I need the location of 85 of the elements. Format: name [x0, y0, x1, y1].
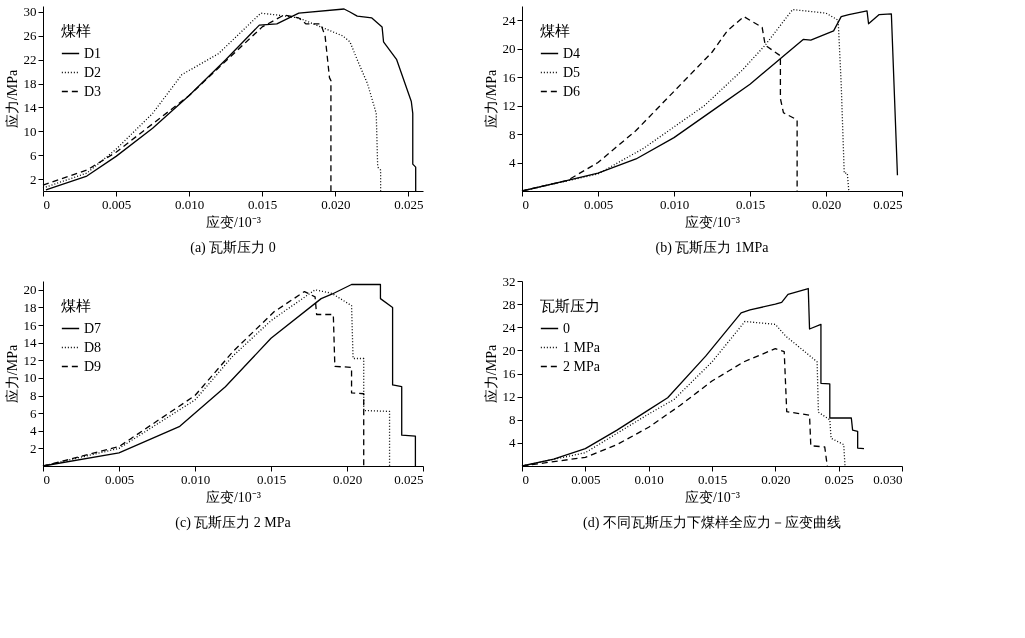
- y-axis-title: 应力/MPa: [4, 69, 20, 129]
- x-tick-label: 0: [522, 196, 529, 212]
- y-axis-title: 应力/MPa: [4, 344, 20, 404]
- y-tick-label: 12: [502, 389, 516, 405]
- x-tick-label: 0.005: [571, 471, 601, 487]
- y-tick-label: 8: [30, 388, 37, 404]
- legend-label: D5: [563, 64, 581, 80]
- x-axis-title: 应变/10⁻³: [205, 489, 262, 505]
- y-tick-label: 10: [23, 370, 37, 386]
- text: (b) 瓦斯压力 1MPa: [655, 240, 770, 256]
- legend-label: 0: [563, 320, 570, 336]
- x-axis-title: 应变/10⁻³: [684, 214, 741, 230]
- y-tick-label: 10: [23, 123, 37, 139]
- x-tick-label: 0.025: [394, 471, 424, 487]
- x-tick-label: 0.025: [824, 471, 854, 487]
- y-tick-label: 30: [23, 4, 37, 20]
- y-axis-title: 应力/MPa: [483, 69, 499, 129]
- y-tick-label: 16: [502, 366, 516, 381]
- y-tick-label: 22: [23, 52, 37, 68]
- y-tick-label: 24: [502, 12, 516, 28]
- x-tick-label: 0.010: [659, 196, 690, 212]
- y-tick-label: 16: [502, 69, 516, 85]
- legend-label: D9: [84, 358, 102, 374]
- y-tick-label: 6: [30, 147, 37, 163]
- y-tick-label: 4: [509, 435, 516, 451]
- text: (c) 瓦斯压力 2 MPa: [175, 515, 292, 531]
- x-tick-label: 0.030: [873, 471, 903, 487]
- x-tick-label: 0.015: [697, 471, 728, 487]
- x-tick-label: 0.020: [761, 471, 791, 487]
- x-tick-label: 0.020: [321, 196, 351, 212]
- y-tick-label: 4: [509, 155, 516, 171]
- x-tick-label: 0.010: [175, 196, 205, 212]
- x-tick-label: 0.020: [332, 471, 363, 487]
- text: (a) 瓦斯压力 0: [190, 240, 276, 256]
- x-tick-label: 0.005: [104, 471, 135, 487]
- y-tick-label: 24: [502, 319, 516, 335]
- legend-title: 煤样: [61, 23, 91, 39]
- x-tick-label: 0.010: [180, 471, 211, 487]
- legend-label: D8: [84, 339, 102, 355]
- y-tick-label: 12: [502, 98, 516, 114]
- x-tick-label: 0.025: [873, 196, 903, 212]
- x-tick-label: 0.020: [811, 196, 842, 212]
- y-tick-label: 20: [502, 41, 516, 57]
- legend-label: D4: [563, 45, 581, 61]
- y-tick-label: 6: [30, 405, 37, 421]
- y-axis-title: 应力/MPa: [483, 344, 499, 404]
- legend-label: 1 MPa: [563, 339, 601, 355]
- x-tick-label: 0: [43, 471, 50, 487]
- x-tick-label: 0.025: [394, 196, 424, 212]
- y-tick-label: 18: [23, 76, 37, 92]
- y-tick-label: 14: [23, 335, 37, 351]
- y-tick-label: 2: [30, 440, 37, 456]
- y-tick-label: 16: [23, 317, 37, 333]
- x-tick-label: 0: [43, 196, 50, 212]
- x-tick-label: 0.010: [634, 471, 664, 487]
- x-tick-label: 0.015: [735, 196, 766, 212]
- x-tick-label: 0.005: [583, 196, 614, 212]
- y-tick-label: 26: [23, 28, 37, 44]
- legend-title: 煤样: [61, 298, 91, 314]
- x-tick-label: 0.005: [101, 196, 132, 212]
- y-tick-label: 28: [502, 296, 516, 312]
- x-tick-label: 0.015: [248, 196, 278, 212]
- y-tick-label: 4: [30, 423, 37, 439]
- y-tick-label: 14: [23, 99, 37, 115]
- y-tick-label: 20: [502, 342, 516, 358]
- x-tick-label: 0: [522, 471, 529, 487]
- legend-label: 2 MPa: [563, 358, 601, 374]
- text: (d) 不同瓦斯压力下煤样全应力－应变曲线: [583, 515, 841, 531]
- y-tick-label: 2: [30, 171, 37, 187]
- x-axis-title: 应变/10⁻³: [205, 214, 262, 230]
- legend-label: D3: [84, 83, 102, 99]
- legend-label: D7: [84, 320, 102, 336]
- y-tick-label: 18: [23, 299, 37, 315]
- y-tick-label: 8: [509, 126, 516, 142]
- y-tick-label: 32: [502, 273, 516, 289]
- legend-title: 瓦斯压力: [540, 298, 600, 314]
- legend-title: 煤样: [540, 23, 570, 39]
- legend-label: D2: [84, 64, 102, 80]
- y-tick-label: 12: [23, 352, 37, 368]
- x-tick-label: 0.015: [256, 471, 287, 487]
- legend-label: D1: [84, 45, 102, 61]
- y-tick-label: 20: [23, 282, 37, 298]
- x-axis-title: 应变/10⁻³: [684, 489, 741, 505]
- legend-label: D6: [563, 83, 581, 99]
- y-tick-label: 8: [509, 412, 516, 428]
